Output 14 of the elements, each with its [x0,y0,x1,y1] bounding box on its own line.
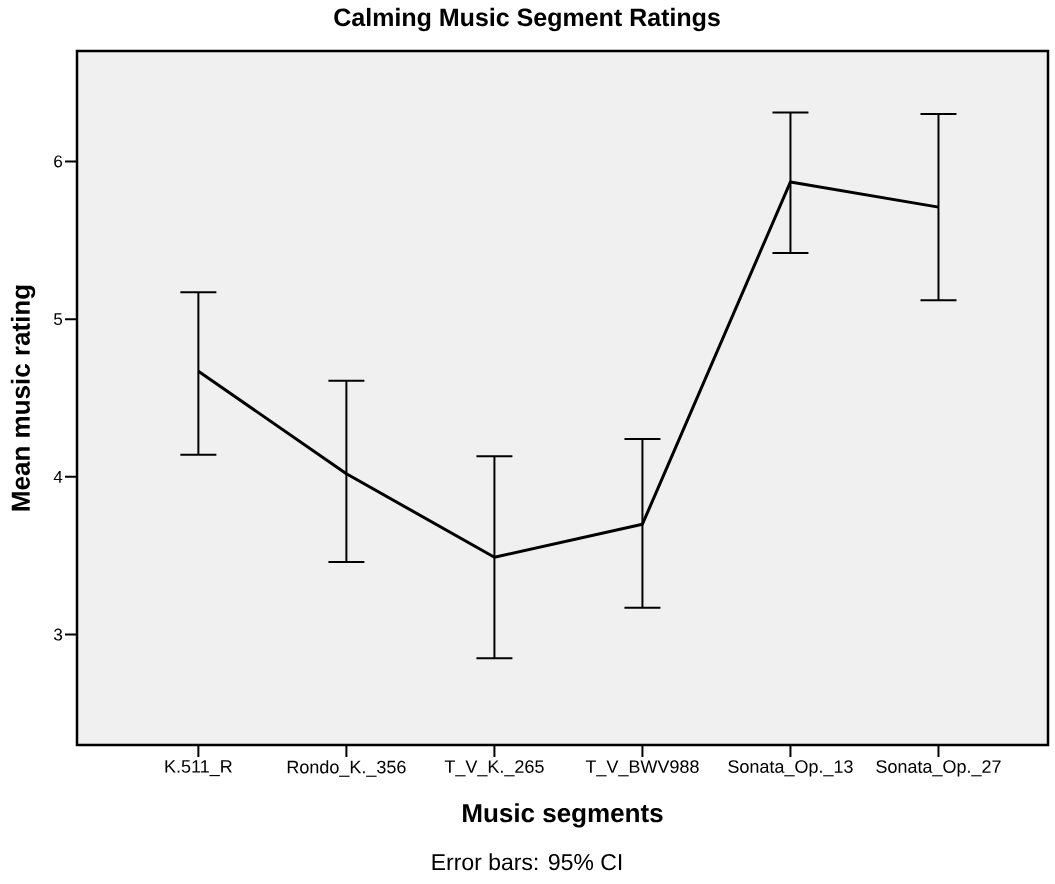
x-tick-label: Sonata_Op._13 [728,760,853,777]
y-tick-label: 3 [53,628,63,641]
x-tick-label: T_V_K._265 [444,760,544,777]
y-axis-title: Mean music rating [10,285,36,511]
x-tick-label: T_V_BWV988 [585,760,699,777]
text: Error bars: 95% CI [432,853,622,871]
y-tick-label: 5 [54,313,63,326]
chart-title: Calming Music Segment Ratings [334,7,720,32]
x-tick-label: K.511_R [165,760,232,777]
x-axis-title: Music segments [463,803,663,828]
y-tick-label: 6 [54,155,63,168]
x-tick-label: Rondo_K._356 [287,760,406,777]
y-tick-label: 4 [53,471,63,483]
x-tick-label: Sonata_Op._27 [876,760,1001,777]
